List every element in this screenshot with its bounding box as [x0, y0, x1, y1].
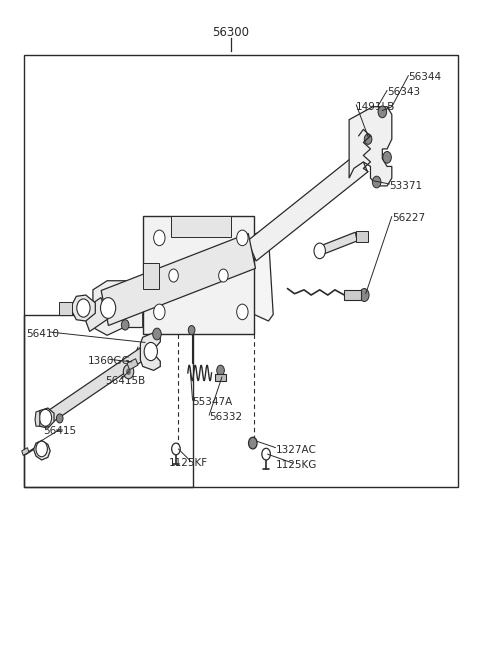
Polygon shape [319, 233, 357, 255]
Ellipse shape [56, 414, 63, 423]
Bar [24, 314, 192, 487]
Text: 56410: 56410 [26, 329, 60, 339]
Polygon shape [72, 295, 96, 321]
Ellipse shape [172, 443, 180, 455]
Polygon shape [344, 290, 361, 300]
Text: 56415: 56415 [43, 426, 76, 436]
Polygon shape [248, 152, 368, 261]
Polygon shape [37, 408, 54, 428]
Text: 56343: 56343 [387, 87, 420, 98]
Text: 56344: 56344 [408, 73, 442, 83]
Text: 56300: 56300 [212, 26, 249, 39]
Bar [24, 55, 458, 487]
Polygon shape [356, 231, 368, 242]
Polygon shape [127, 359, 138, 369]
Ellipse shape [383, 151, 391, 163]
Ellipse shape [219, 269, 228, 282]
Ellipse shape [169, 269, 179, 282]
Ellipse shape [364, 134, 372, 144]
Ellipse shape [237, 304, 248, 320]
Polygon shape [43, 348, 145, 426]
Ellipse shape [121, 320, 129, 330]
Ellipse shape [237, 230, 248, 246]
Polygon shape [216, 374, 226, 381]
Polygon shape [140, 333, 160, 370]
Ellipse shape [378, 106, 386, 118]
Ellipse shape [249, 438, 257, 449]
Ellipse shape [360, 289, 369, 301]
Text: 1360GG: 1360GG [88, 356, 131, 366]
Polygon shape [140, 218, 273, 334]
Ellipse shape [100, 297, 116, 318]
Ellipse shape [217, 365, 224, 375]
Text: 1125KG: 1125KG [276, 460, 317, 470]
Ellipse shape [144, 343, 157, 361]
Polygon shape [35, 411, 40, 426]
Ellipse shape [154, 304, 165, 320]
Polygon shape [171, 215, 230, 236]
Text: 55347A: 55347A [192, 397, 233, 407]
Ellipse shape [126, 368, 131, 375]
Ellipse shape [314, 243, 325, 259]
Ellipse shape [154, 230, 165, 246]
Polygon shape [143, 263, 159, 289]
Ellipse shape [153, 328, 161, 340]
Text: 1327AC: 1327AC [276, 445, 316, 455]
Polygon shape [93, 281, 143, 335]
Polygon shape [82, 297, 108, 331]
Polygon shape [34, 441, 50, 460]
Polygon shape [349, 107, 392, 186]
Text: 56415B: 56415B [105, 376, 145, 386]
Text: 56332: 56332 [209, 412, 242, 422]
Polygon shape [22, 447, 29, 455]
Text: 1125KF: 1125KF [169, 458, 208, 468]
Polygon shape [101, 233, 255, 326]
Ellipse shape [188, 326, 195, 335]
Ellipse shape [36, 441, 48, 457]
Ellipse shape [262, 448, 270, 460]
Polygon shape [143, 215, 254, 334]
Ellipse shape [39, 409, 52, 426]
Text: 56227: 56227 [392, 214, 425, 223]
Polygon shape [59, 301, 72, 314]
Text: 1491LB: 1491LB [356, 102, 396, 112]
Ellipse shape [123, 365, 134, 379]
Ellipse shape [372, 176, 381, 188]
Text: 53371: 53371 [389, 181, 422, 191]
Ellipse shape [77, 299, 90, 317]
